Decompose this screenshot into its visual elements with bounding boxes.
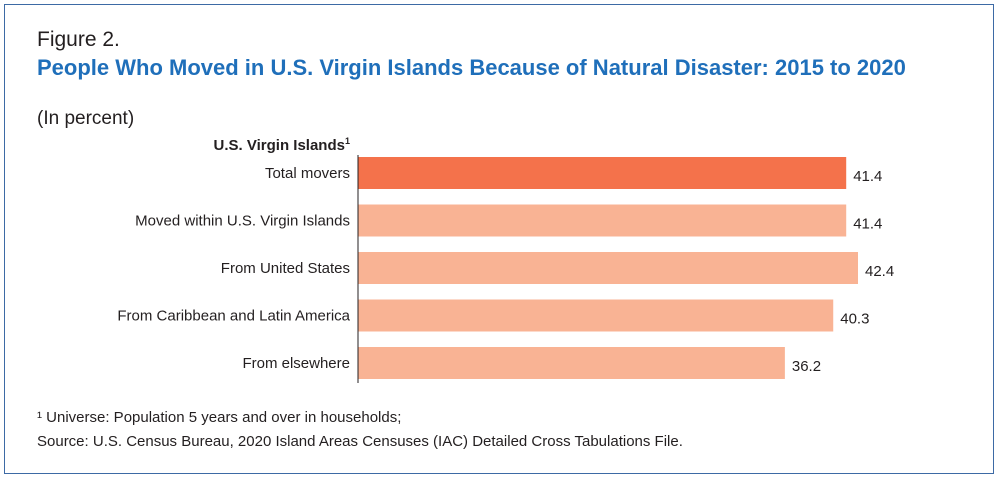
category-label-4: From elsewhere (242, 355, 350, 372)
chart-subtitle: (In percent) (37, 108, 135, 129)
category-label-0: Total movers (265, 165, 350, 182)
value-label-1: 41.4 (853, 216, 882, 233)
bar-0 (358, 157, 847, 189)
chart-title: People Who Moved in U.S. Virgin Islands … (37, 55, 906, 80)
value-label-4: 36.2 (792, 358, 821, 375)
category-label-2: From United States (221, 260, 350, 277)
group-label: U.S. Virgin Islands1 (214, 136, 350, 154)
value-label-3: 40.3 (840, 311, 869, 328)
figure-frame (4, 4, 994, 474)
category-label-1: Moved within U.S. Virgin Islands (135, 213, 350, 230)
bar-1 (358, 204, 847, 237)
footnote-universe: ¹ Universe: Population 5 years and over … (37, 409, 402, 426)
value-label-2: 42.4 (865, 263, 894, 280)
footnote-source: Source: U.S. Census Bureau, 2020 Island … (37, 433, 683, 450)
value-label-0: 41.4 (853, 168, 882, 185)
category-label-3: From Caribbean and Latin America (117, 308, 350, 325)
bar-4 (358, 347, 785, 379)
bar-3 (358, 299, 834, 332)
bar-2 (358, 252, 858, 284)
figure-label: Figure 2. (37, 28, 120, 51)
bars-group: Total movers 41.4 Moved within U.S. Virgin… (117, 157, 894, 379)
